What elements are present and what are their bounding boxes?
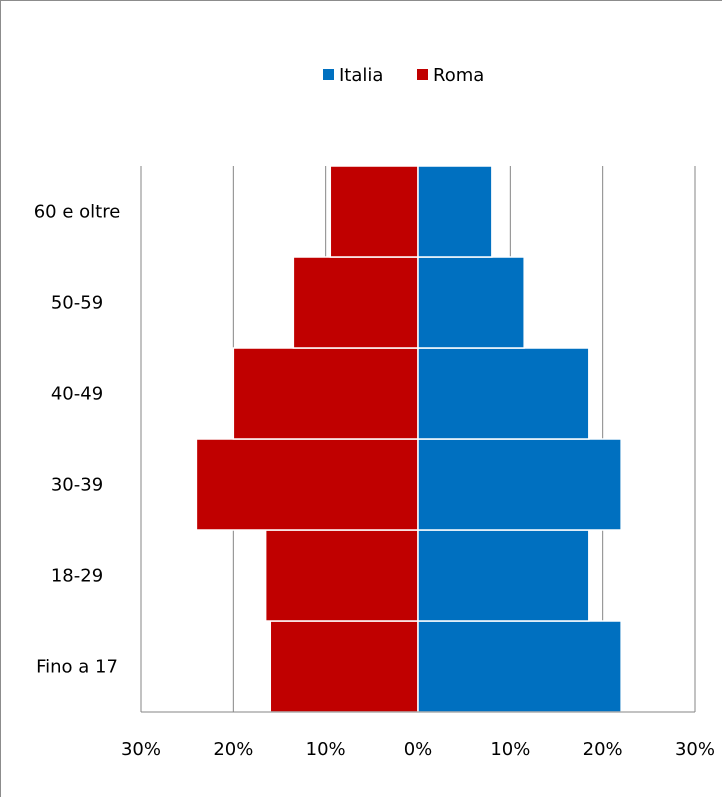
bar-italia	[417, 529, 590, 622]
bar-roma	[292, 256, 419, 349]
category-label: 40-49	[51, 384, 103, 405]
x-tick-label: 20%	[213, 739, 253, 760]
category-label: 50-59	[51, 293, 103, 314]
x-tick-label: 30%	[675, 739, 715, 760]
axis-group: Fino a 17 18-29 30-39 40-49 50-59 60 e oltre 3…	[34, 202, 715, 761]
x-tick-label: 30%	[121, 739, 161, 760]
bar-roma	[232, 347, 419, 440]
bars-group	[195, 165, 622, 713]
x-tick-label: 10%	[306, 739, 346, 760]
bar-italia	[417, 165, 493, 258]
category-label: 18-29	[51, 566, 103, 587]
bar-roma	[269, 620, 419, 713]
legend-label: Italia	[339, 65, 383, 86]
bar-roma	[329, 165, 419, 258]
x-tick-label: 0%	[404, 739, 433, 760]
category-label: Fino a 17	[36, 657, 118, 678]
x-tick-label: 10%	[490, 739, 530, 760]
bar-italia	[417, 347, 590, 440]
legend-swatch	[323, 69, 334, 80]
bar-italia	[417, 620, 622, 713]
x-tick-label: 20%	[583, 739, 623, 760]
bar-roma	[195, 438, 419, 531]
legend-label: Roma	[433, 65, 484, 86]
legend-swatch	[417, 69, 428, 80]
bar-roma	[264, 529, 419, 622]
category-label: 30-39	[51, 475, 103, 496]
bar-italia	[417, 256, 525, 349]
category-label: 60 e oltre	[34, 202, 121, 223]
legend: Italia Roma	[323, 65, 484, 86]
bar-italia	[417, 438, 622, 531]
